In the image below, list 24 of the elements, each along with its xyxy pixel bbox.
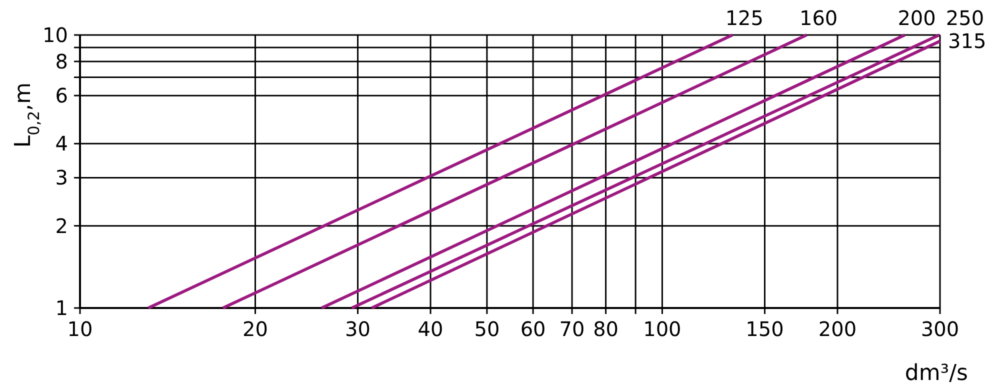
series-label: 160 [799, 6, 838, 30]
y-tick-label: 8 [55, 49, 68, 74]
x-tick-label: 50 [474, 317, 500, 341]
x-tick-label: 80 [593, 317, 619, 341]
series-label: 315 [948, 29, 986, 54]
y-tick-label: 10 [42, 23, 68, 47]
x-tick-label: 150 [746, 317, 784, 341]
x-tick-label: 30 [345, 317, 371, 341]
y-tick-label: 6 [55, 84, 68, 108]
x-tick-label: 200 [818, 317, 857, 341]
x-tick-label: 20 [242, 317, 268, 341]
x-tick-label: 100 [643, 317, 682, 341]
y-tick-label: 1 [55, 296, 68, 320]
x-tick-label: 70 [559, 317, 585, 341]
y-tick-label: 2 [55, 214, 68, 238]
series-label: 200 [898, 6, 936, 30]
series-label: 250 [946, 6, 984, 30]
x-tick-label: 40 [418, 317, 444, 341]
series-label: 125 [725, 6, 764, 30]
y-tick-label: 4 [55, 132, 68, 156]
y-tick-label: 3 [55, 166, 68, 190]
x-tick-label: 60 [520, 317, 546, 341]
x-axis-title: dm³/s [904, 361, 968, 386]
x-tick-label: 300 [920, 317, 960, 341]
